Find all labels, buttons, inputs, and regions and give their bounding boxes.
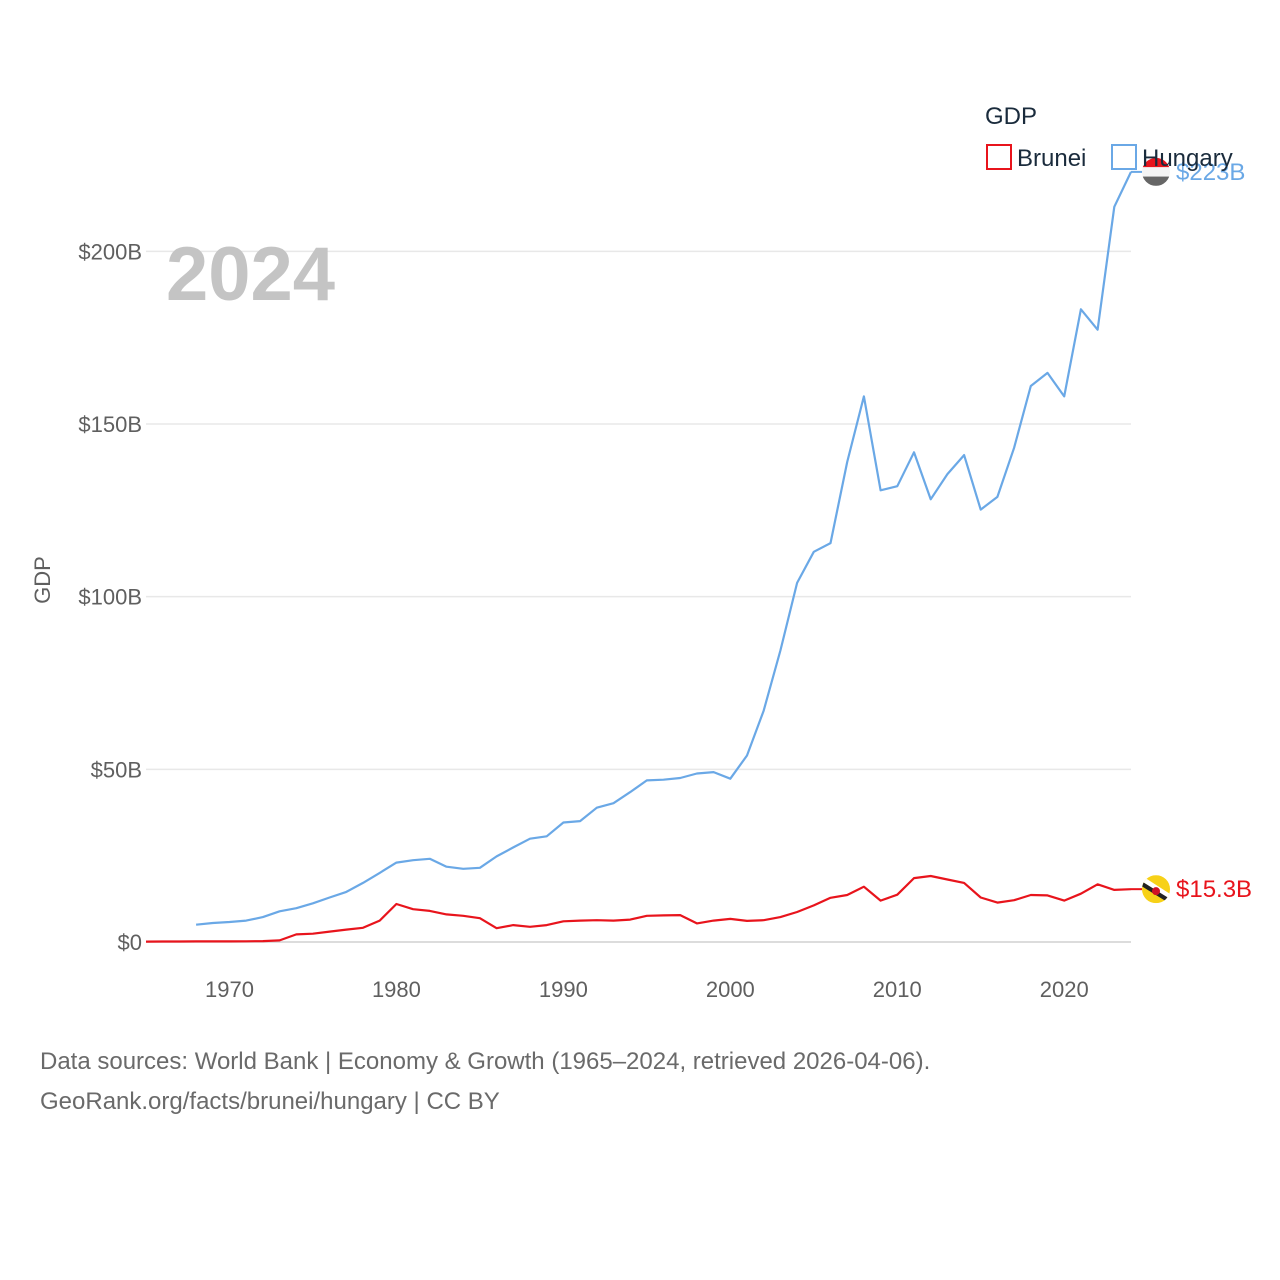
gridlines [146,250,1131,943]
y-axis-title: GDP [30,556,55,604]
flag-stripe-red [1142,157,1170,168]
brunei-flag-icon [1142,875,1170,904]
legend-item-hungary[interactable]: Hungary [1111,144,1233,172]
end-value-label-hungary: $223B [1176,159,1245,186]
legend-label-brunei: Brunei [1017,145,1086,172]
x-tick-label-4: 2010 [873,977,922,1002]
x-axis-ticks: 1970 1980 1990 2000 2010 2020 [205,977,1089,1002]
x-tick-label-5: 2020 [1040,977,1089,1002]
source-footer: Data sources: World Bank | Economy & Gro… [40,1042,930,1122]
end-markers: $15.3B $223B [1131,157,1252,904]
attribution-line[interactable]: GeoRank.org/facts/brunei/hungary | CC BY [40,1088,500,1115]
y-tick-label-1: $50B [91,757,142,782]
y-tick-label-4: $200B [78,239,142,264]
legend: GDP Brunei Hungary [985,103,1233,172]
source-line: Data sources: World Bank | Economy & Gro… [40,1048,931,1075]
y-axis-ticks: $0 $50B $100B $150B $200B [78,239,142,955]
x-tick-label-0: 1970 [205,977,254,1002]
x-tick-label-1: 1980 [372,977,421,1002]
flag-stripe-white [1142,167,1170,177]
y-tick-label-3: $150B [78,412,142,437]
x-tick-label-3: 2000 [706,977,755,1002]
legend-item-brunei[interactable]: Brunei [986,144,1086,172]
flag-emblem [1152,887,1160,896]
legend-swatch-hungary [1111,144,1137,170]
flag-body-hungary [1142,157,1170,186]
series-line-hungary [195,171,1132,926]
flag-stripe-dark [1142,176,1170,186]
legend-swatch-brunei [986,144,1012,170]
hungary-flag-icon [1142,157,1170,186]
end-value-label-brunei: $15.3B [1176,876,1252,903]
legend-label-hungary: Hungary [1142,145,1233,172]
legend-title: GDP [985,103,1037,130]
x-tick-label-2: 1990 [539,977,588,1002]
y-tick-label-2: $100B [78,585,142,610]
series-line-brunei [145,874,1132,943]
year-label: 2024 [166,232,335,317]
y-tick-label-0: $0 [118,930,142,955]
series-lines [145,171,1132,943]
flag-body-brunei [1142,875,1170,904]
